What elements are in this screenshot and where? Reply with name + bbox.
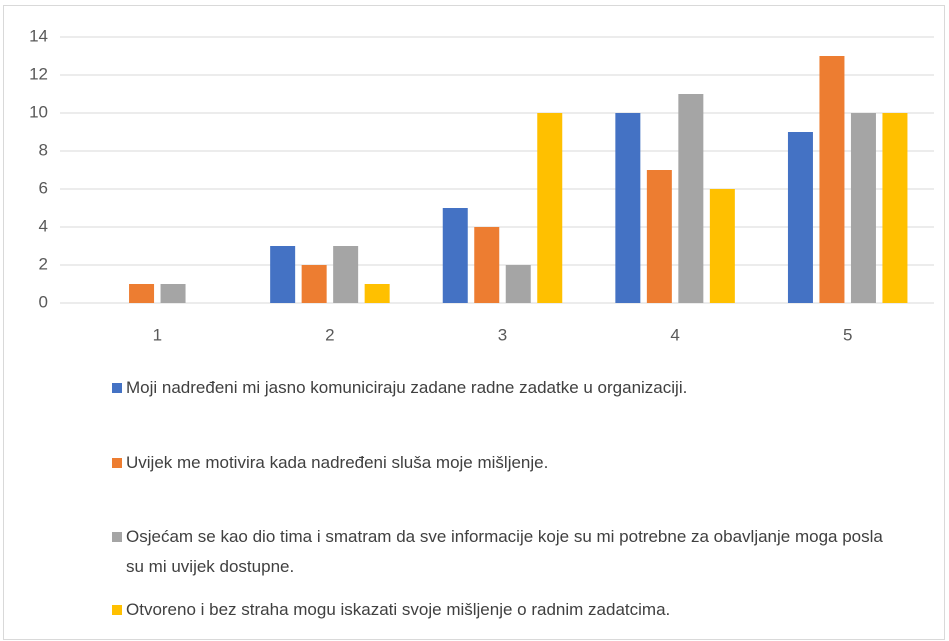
chart-border [3,5,945,640]
bar [819,56,845,303]
bar [270,246,296,303]
y-tick-label: 4 [39,216,48,235]
legend-label: Osjećam se kao dio tima i smatram da sve… [126,527,883,576]
bar [615,113,641,303]
bar [850,113,876,303]
bar [442,208,468,303]
legend-item: Osjećam se kao dio tima i smatram da sve… [112,522,892,582]
legend-label: Otvoreno i bez straha mogu iskazati svoj… [126,600,671,619]
x-tick-label: 4 [670,325,679,344]
y-tick-label: 2 [39,254,48,273]
legend-swatch [112,383,122,393]
bar [129,284,155,303]
bar [537,113,563,303]
legend-swatch [112,605,122,615]
legend-swatch [112,532,122,542]
y-tick-label: 6 [39,178,48,197]
y-tick-label: 14 [29,26,48,45]
x-tick-label: 1 [153,325,162,344]
x-tick-label: 2 [325,325,334,344]
y-tick-label: 10 [29,102,48,121]
bar [505,265,531,303]
bar [364,284,390,303]
bar [333,246,359,303]
y-tick-label: 12 [29,64,48,83]
bar [301,265,327,303]
legend-item: Moji nadređeni mi jasno komuniciraju zad… [112,373,892,403]
x-tick-label: 5 [843,325,852,344]
x-tick-label: 3 [498,325,507,344]
bar [678,94,704,303]
y-tick-label: 0 [39,292,48,311]
bar [474,227,500,303]
bar [787,132,813,303]
bar [160,284,186,303]
bar [882,113,908,303]
bar [709,189,735,303]
legend-swatch [112,458,122,468]
legend-label: Moji nadređeni mi jasno komuniciraju zad… [126,378,688,397]
legend-item: Uvijek me motivira kada nadređeni sluša … [112,448,892,478]
legend-label: Uvijek me motivira kada nadređeni sluša … [126,453,549,472]
bar [646,170,672,303]
legend-item: Otvoreno i bez straha mogu iskazati svoj… [112,595,892,625]
y-tick-label: 8 [39,140,48,159]
